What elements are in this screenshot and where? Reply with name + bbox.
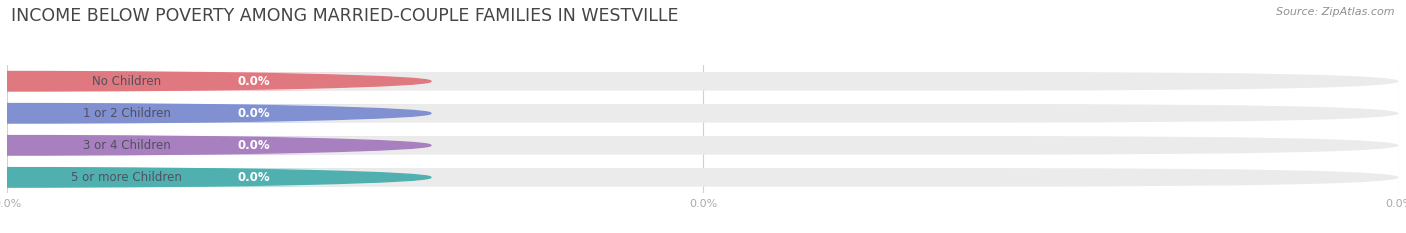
FancyBboxPatch shape (7, 136, 1399, 155)
Text: 0.0%: 0.0% (238, 139, 270, 152)
FancyBboxPatch shape (0, 72, 411, 91)
Text: 0.0%: 0.0% (238, 107, 270, 120)
Text: Source: ZipAtlas.com: Source: ZipAtlas.com (1277, 7, 1395, 17)
FancyBboxPatch shape (0, 104, 411, 123)
Text: 0.0%: 0.0% (238, 75, 270, 88)
FancyBboxPatch shape (7, 168, 1399, 187)
Text: 0.0%: 0.0% (238, 171, 270, 184)
Circle shape (0, 136, 430, 155)
FancyBboxPatch shape (7, 104, 1399, 123)
Text: 5 or more Children: 5 or more Children (72, 171, 181, 184)
Text: INCOME BELOW POVERTY AMONG MARRIED-COUPLE FAMILIES IN WESTVILLE: INCOME BELOW POVERTY AMONG MARRIED-COUPL… (11, 7, 679, 25)
Text: No Children: No Children (91, 75, 162, 88)
Text: 3 or 4 Children: 3 or 4 Children (83, 139, 170, 152)
FancyBboxPatch shape (0, 168, 411, 187)
Circle shape (0, 103, 430, 123)
FancyBboxPatch shape (7, 72, 1399, 91)
Circle shape (0, 168, 430, 187)
Text: 1 or 2 Children: 1 or 2 Children (83, 107, 170, 120)
Circle shape (0, 72, 430, 91)
FancyBboxPatch shape (0, 136, 411, 155)
